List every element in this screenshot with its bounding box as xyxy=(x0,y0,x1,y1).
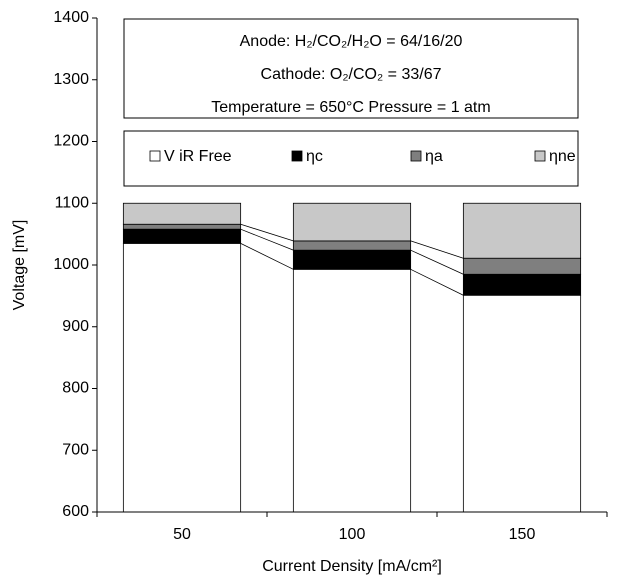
x-tick-label: 100 xyxy=(339,526,366,543)
legend-label: V iR Free xyxy=(164,148,232,165)
y-tick-label: 1200 xyxy=(53,133,89,150)
bar-segment xyxy=(122,228,242,244)
annotation: Anode: H₂/CO₂/H₂O = 64/16/20 xyxy=(240,33,463,50)
legend-label: ηc xyxy=(306,148,323,165)
x-tick-label: 50 xyxy=(173,526,191,543)
y-tick-label: 600 xyxy=(62,503,89,520)
bar-segment xyxy=(292,268,412,513)
connector-line xyxy=(410,268,464,296)
bar-segment xyxy=(462,294,582,513)
bar-segment xyxy=(462,202,582,259)
bar-segment xyxy=(292,202,412,242)
x-axis-label: Current Density [mA/cm²] xyxy=(262,558,442,575)
annotation: Cathode: O₂/CO₂ = 33/67 xyxy=(261,66,442,83)
connector-line xyxy=(240,243,294,270)
x-tick-label: 150 xyxy=(509,526,536,543)
bar-segment xyxy=(462,257,582,275)
y-tick-label: 1300 xyxy=(53,71,89,88)
legend-box xyxy=(123,130,579,187)
legend-swatch xyxy=(149,150,161,162)
y-tick-label: 1000 xyxy=(53,256,89,273)
bar-segment xyxy=(122,202,242,225)
connector-line xyxy=(410,249,464,275)
legend-label: ηa xyxy=(425,148,443,165)
y-tick-label: 1400 xyxy=(53,9,89,26)
bar-segment xyxy=(462,273,582,296)
y-tick-label: 800 xyxy=(62,380,89,397)
legend-swatch xyxy=(534,150,546,162)
connector-line xyxy=(240,223,294,242)
legend-label: ηne xyxy=(549,148,576,165)
legend-swatch xyxy=(291,150,303,162)
y-tick-label: 1100 xyxy=(55,194,90,211)
bar-segment xyxy=(292,240,412,251)
connector-line xyxy=(240,228,294,251)
y-tick-label: 700 xyxy=(62,441,89,458)
annotation: Temperature = 650°C Pressure = 1 atm xyxy=(211,99,490,116)
y-axis-label: Voltage [mV] xyxy=(11,220,28,311)
legend-swatch xyxy=(410,150,422,162)
bar-segment xyxy=(122,242,242,513)
annotation-box xyxy=(123,18,579,119)
bar-segment xyxy=(122,223,242,230)
connector-line xyxy=(410,240,464,259)
bar-segment xyxy=(292,249,412,270)
y-tick-label: 900 xyxy=(62,318,89,335)
